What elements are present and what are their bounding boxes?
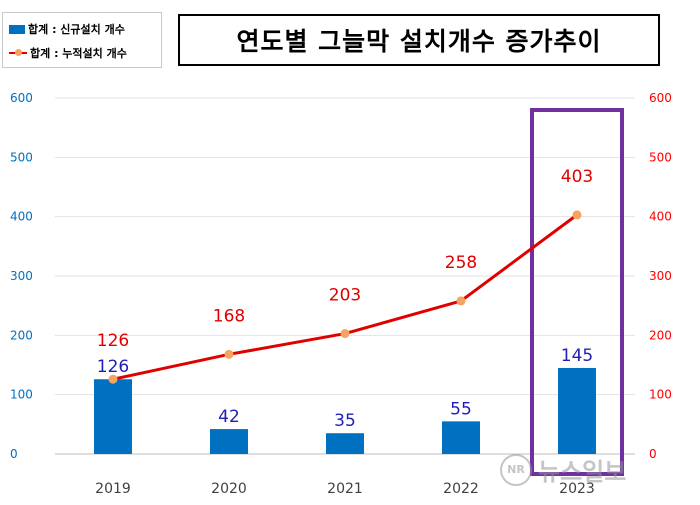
y-left-tick-0: 0 <box>10 447 18 461</box>
line-label-2023: 403 <box>561 167 593 187</box>
bar-label-2019: 126 <box>97 357 129 377</box>
chart-title: 연도별 그늘막 설치개수 증가추이 <box>178 14 660 66</box>
axes: 0 100 200 300 400 500 600 0 100 200 300 400 500 600 20… <box>10 91 672 497</box>
y-right-tick-200: 200 <box>649 328 672 342</box>
grid-lines <box>55 97 635 455</box>
x-tick-2022: 2022 <box>443 481 479 497</box>
y-right-tick-100: 100 <box>649 388 672 402</box>
bar-label-2021: 35 <box>334 411 356 431</box>
bar-label-2022: 55 <box>450 399 472 419</box>
x-tick-2019: 2019 <box>95 481 131 497</box>
watermark: NR 뉴스일보 <box>500 452 626 487</box>
y-right-tick-300: 300 <box>649 269 672 283</box>
legend: 합계 : 신규설치 개수 합계 : 누적설치 개수 <box>2 12 162 68</box>
legend-bar-swatch <box>9 24 25 34</box>
bar-2022 <box>442 421 480 454</box>
bars <box>94 367 596 454</box>
bar-2023 <box>558 367 596 454</box>
bar-2021 <box>326 433 364 454</box>
y-right-tick-400: 400 <box>649 210 672 224</box>
legend-label-new: 합계 : 신규설치 개수 <box>28 23 125 36</box>
x-tick-2023: 2023 <box>559 481 595 497</box>
bar-label-2020: 42 <box>218 407 240 427</box>
y-right-tick-600: 600 <box>649 91 672 105</box>
line-label-2020: 168 <box>213 306 245 326</box>
line-point-2021 <box>340 329 350 339</box>
y-left-tick-500: 500 <box>10 150 33 164</box>
legend-item-new: 합계 : 신규설치 개수 <box>9 21 125 37</box>
chart-title-text: 연도별 그늘막 설치개수 증가추이 <box>236 27 602 56</box>
x-tick-2020: 2020 <box>211 481 247 497</box>
y-left-tick-300: 300 <box>10 269 33 283</box>
legend-label-cumulative: 합계 : 누적설치 개수 <box>30 47 127 60</box>
legend-line-swatch <box>9 48 27 58</box>
watermark-logo-icon: NR <box>500 453 532 486</box>
line-series <box>108 210 582 384</box>
x-tick-2021: 2021 <box>327 481 363 497</box>
bar-2019 <box>94 379 132 454</box>
y-left-tick-600: 600 <box>10 91 33 105</box>
watermark-text: 뉴스일보 <box>538 458 627 486</box>
line-point-2019 <box>108 374 118 384</box>
highlight-layer <box>530 108 624 476</box>
line-label-2022: 258 <box>445 253 477 273</box>
line-point-2023 <box>572 210 582 220</box>
y-left-tick-200: 200 <box>10 328 33 342</box>
bar-2020 <box>210 429 248 454</box>
data-labels: 126 42 35 55 145 126 168 203 258 403 <box>97 167 593 431</box>
line-point-2020 <box>224 349 234 359</box>
highlight-box-2023 <box>530 108 624 476</box>
legend-item-cumulative: 합계 : 누적설치 개수 <box>9 45 127 61</box>
y-right-tick-0: 0 <box>649 447 657 461</box>
y-right-tick-500: 500 <box>649 150 672 164</box>
line-label-2021: 203 <box>329 286 361 306</box>
bar-label-2023: 145 <box>561 346 593 366</box>
y-left-tick-400: 400 <box>10 210 33 224</box>
y-left-tick-100: 100 <box>10 388 33 402</box>
line-point-2022 <box>456 296 466 306</box>
line-label-2019: 126 <box>97 331 129 351</box>
